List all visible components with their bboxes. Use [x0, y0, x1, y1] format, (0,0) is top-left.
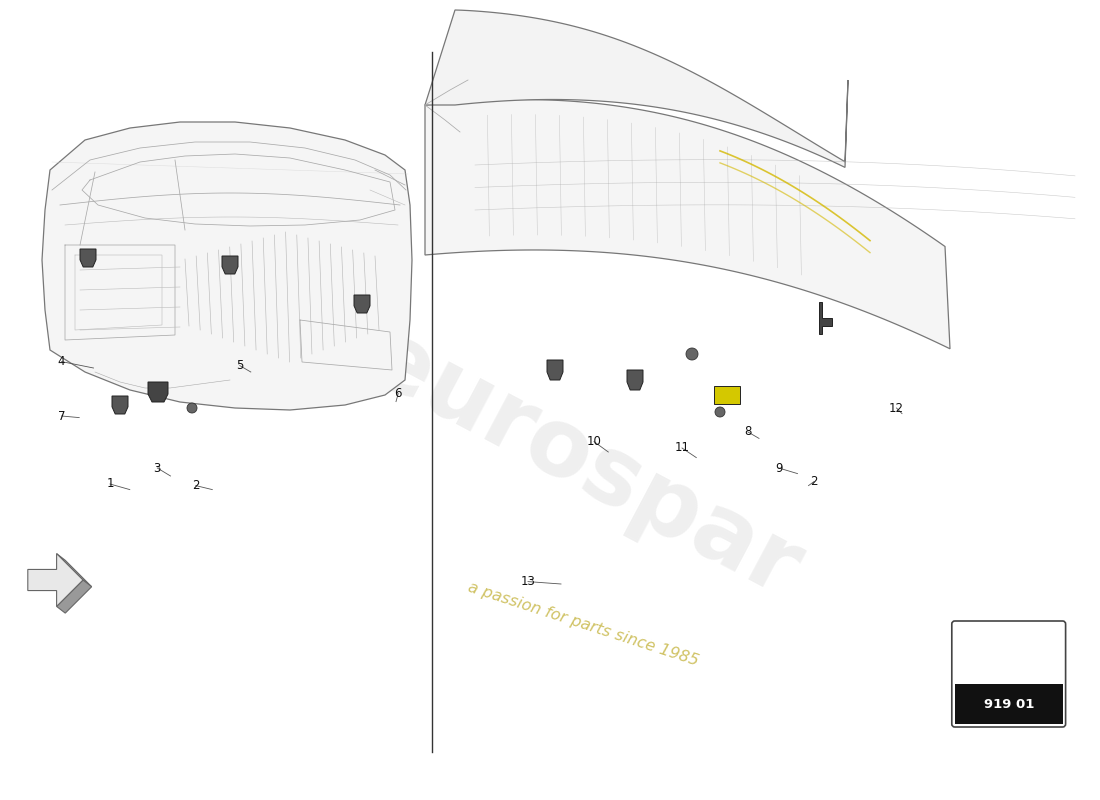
Text: 6: 6 [395, 387, 402, 400]
Text: 4: 4 [58, 355, 65, 368]
Polygon shape [222, 256, 238, 274]
Text: 13: 13 [520, 575, 536, 588]
Bar [955, 684, 1063, 724]
FancyBboxPatch shape [952, 621, 1066, 727]
Polygon shape [112, 396, 128, 414]
Polygon shape [966, 642, 1000, 674]
Text: 1: 1 [107, 478, 113, 490]
Polygon shape [56, 580, 91, 613]
Polygon shape [56, 554, 91, 586]
Polygon shape [28, 554, 82, 606]
Polygon shape [148, 382, 168, 402]
Text: 9: 9 [776, 462, 782, 474]
Text: 12: 12 [889, 402, 904, 414]
Polygon shape [627, 370, 644, 390]
Text: 5: 5 [236, 359, 243, 372]
Text: 10: 10 [586, 435, 602, 448]
Polygon shape [966, 642, 1021, 694]
Text: eurospar: eurospar [351, 311, 815, 617]
Text: 3: 3 [154, 462, 161, 474]
Polygon shape [42, 122, 413, 410]
Polygon shape [80, 249, 96, 267]
Polygon shape [354, 295, 370, 313]
Polygon shape [966, 668, 1000, 701]
Text: 2: 2 [811, 475, 817, 488]
Circle shape [187, 403, 197, 413]
Bar [714, 386, 740, 404]
Polygon shape [425, 99, 950, 349]
Text: 2: 2 [192, 479, 199, 492]
Polygon shape [547, 360, 563, 380]
Circle shape [715, 407, 725, 417]
Text: 8: 8 [745, 426, 751, 438]
Text: a passion for parts since 1985: a passion for parts since 1985 [465, 579, 701, 669]
Text: 11: 11 [674, 442, 690, 454]
Polygon shape [820, 302, 832, 334]
Text: 919 01: 919 01 [983, 698, 1034, 710]
Polygon shape [425, 10, 848, 167]
Text: 7: 7 [58, 410, 65, 422]
Circle shape [686, 348, 698, 360]
